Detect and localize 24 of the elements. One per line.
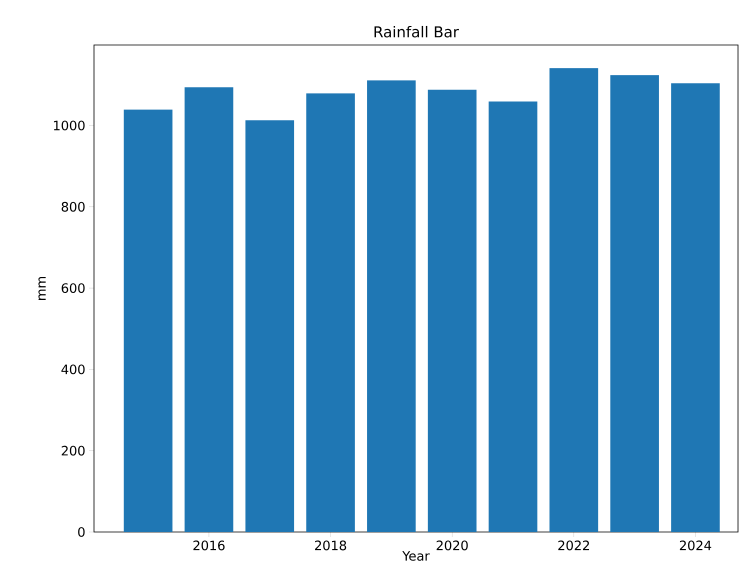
y-axis-title: mm: [38, 276, 46, 300]
x-axis-title: Year: [402, 551, 430, 561]
x-tick-label: 2018: [315, 540, 346, 550]
y-tick-label: 1000: [54, 120, 85, 130]
bar: [488, 102, 538, 532]
bar: [610, 75, 659, 532]
x-tick-label: 2022: [558, 540, 589, 550]
bar: [306, 93, 355, 532]
y-tick-label: 600: [62, 283, 85, 293]
bar: [367, 80, 416, 532]
bar: [671, 83, 720, 532]
y-tick-label: 800: [62, 202, 85, 212]
chart-title: Rainfall Bar: [374, 26, 459, 38]
bar: [245, 120, 294, 532]
bar: [124, 110, 172, 532]
bar: [549, 68, 598, 532]
x-tick-label: 2024: [680, 540, 712, 550]
x-tick-label: 2020: [436, 540, 468, 550]
bar: [184, 87, 234, 532]
x-tick-label: 2016: [193, 540, 225, 550]
y-tick-label: 200: [62, 446, 85, 456]
y-tick-label: 400: [61, 364, 85, 374]
y-tick-label: 0: [78, 527, 85, 537]
bar: [428, 90, 477, 532]
